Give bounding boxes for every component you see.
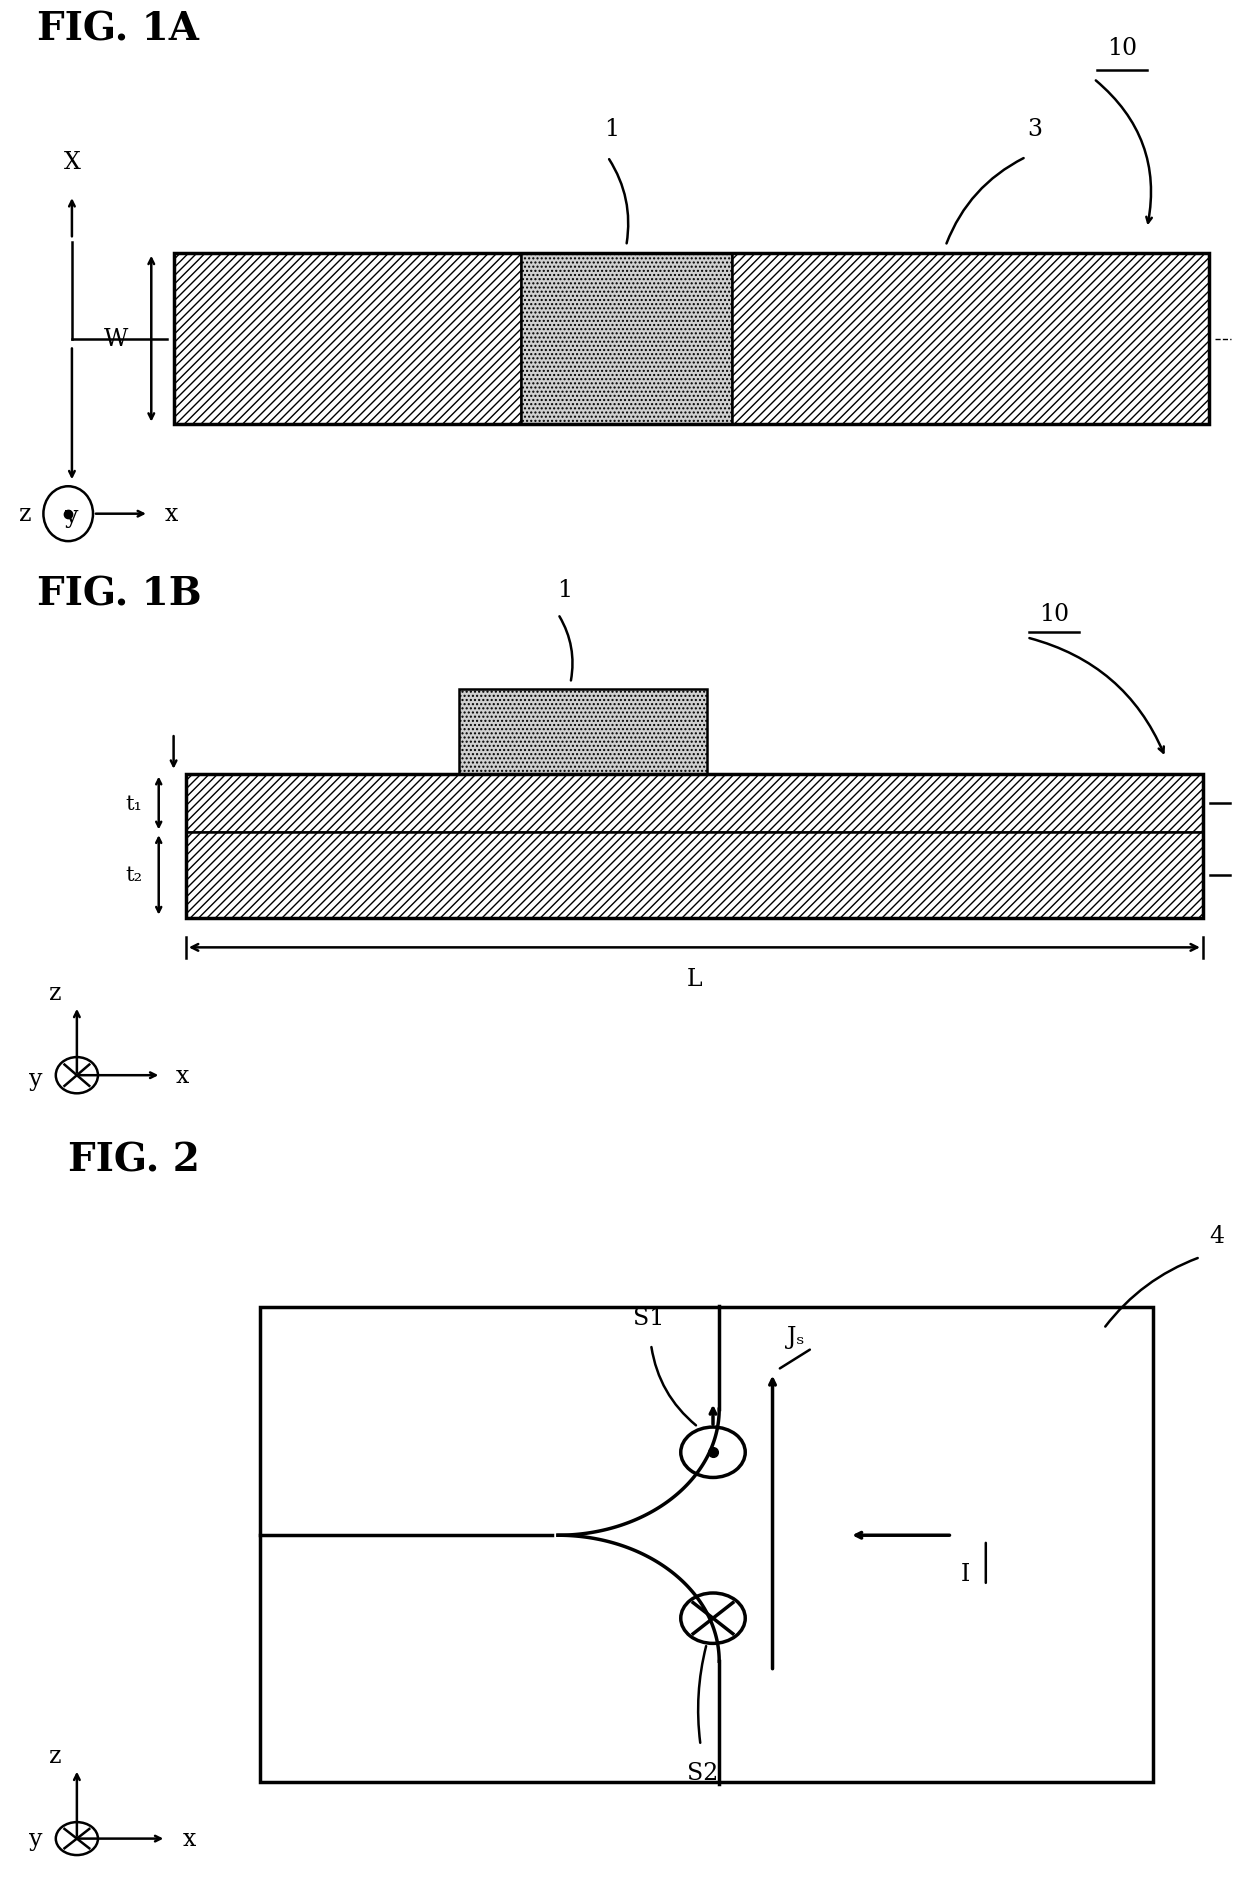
Text: FIG. 1B: FIG. 1B: [37, 576, 202, 614]
Text: z: z: [50, 1744, 62, 1766]
Text: L: L: [687, 967, 702, 990]
FancyBboxPatch shape: [459, 689, 707, 774]
FancyBboxPatch shape: [186, 833, 1203, 918]
Text: y: y: [29, 1067, 42, 1090]
Text: X: X: [63, 151, 81, 174]
Text: t₁: t₁: [125, 793, 143, 812]
Text: t₂: t₂: [125, 865, 143, 884]
Text: 4: 4: [1209, 1224, 1224, 1249]
Text: Jₛ: Jₛ: [787, 1326, 805, 1349]
Text: y: y: [66, 504, 78, 527]
Text: 1: 1: [557, 578, 572, 603]
Text: FIG. 2: FIG. 2: [68, 1141, 200, 1179]
Text: FIG. 1A: FIG. 1A: [37, 11, 200, 49]
FancyBboxPatch shape: [521, 253, 732, 425]
FancyBboxPatch shape: [174, 253, 521, 425]
Text: 3: 3: [1027, 119, 1043, 142]
Text: 10: 10: [1039, 603, 1069, 625]
FancyBboxPatch shape: [732, 253, 1209, 425]
Text: W: W: [104, 329, 129, 351]
Text: z: z: [50, 980, 62, 1005]
Text: 10: 10: [1107, 36, 1137, 60]
Text: S1: S1: [632, 1305, 665, 1330]
Text: I: I: [961, 1562, 970, 1585]
FancyBboxPatch shape: [260, 1307, 1153, 1783]
Text: y: y: [29, 1827, 42, 1849]
Text: x: x: [165, 502, 179, 525]
Text: 1: 1: [604, 119, 619, 142]
Text: x: x: [176, 1064, 190, 1088]
Text: x: x: [182, 1827, 196, 1849]
FancyBboxPatch shape: [186, 774, 1203, 833]
Text: z: z: [19, 502, 31, 525]
Text: S2: S2: [687, 1761, 719, 1783]
